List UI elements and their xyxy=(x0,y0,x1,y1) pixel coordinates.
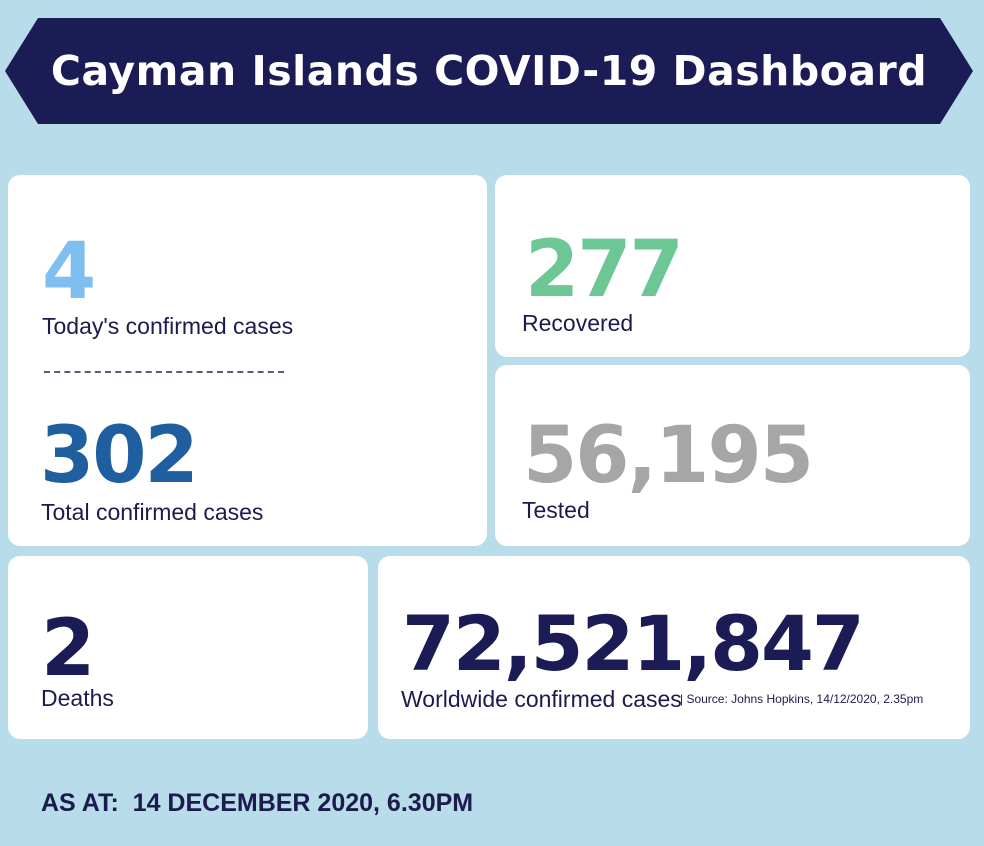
total-cases-value: 302 xyxy=(40,411,199,501)
banner-shape xyxy=(5,18,973,124)
worldwide-source: | Source: Johns Hopkins, 14/12/2020, 2.3… xyxy=(680,692,924,706)
recovered-card: 277 Recovered xyxy=(495,175,970,357)
today-cases-value: 4 xyxy=(42,227,96,317)
deaths-value: 2 xyxy=(41,604,95,694)
total-cases-label: Total confirmed cases xyxy=(41,499,264,525)
deaths-card: 2 Deaths xyxy=(8,556,368,739)
divider xyxy=(44,371,284,373)
worldwide-value: 72,521,847 xyxy=(402,599,865,688)
confirmed-cases-card: 4 Today's confirmed cases 302 Total conf… xyxy=(8,175,487,546)
as-at-timestamp: AS AT: 14 DECEMBER 2020, 6.30PM xyxy=(41,789,474,817)
title-banner: Cayman Islands COVID-19 Dashboard xyxy=(5,18,973,124)
tested-label: Tested xyxy=(522,497,590,523)
recovered-label: Recovered xyxy=(522,310,634,336)
tested-value: 56,195 xyxy=(523,411,814,501)
worldwide-label: Worldwide confirmed cases xyxy=(401,686,682,712)
recovered-value: 277 xyxy=(525,225,684,315)
deaths-label: Deaths xyxy=(41,685,114,711)
worldwide-card: 72,521,847 Worldwide confirmed cases | S… xyxy=(378,556,970,739)
page-title: Cayman Islands COVID-19 Dashboard xyxy=(50,47,928,95)
today-cases-label: Today's confirmed cases xyxy=(42,313,294,339)
tested-card: 56,195 Tested xyxy=(495,365,970,546)
